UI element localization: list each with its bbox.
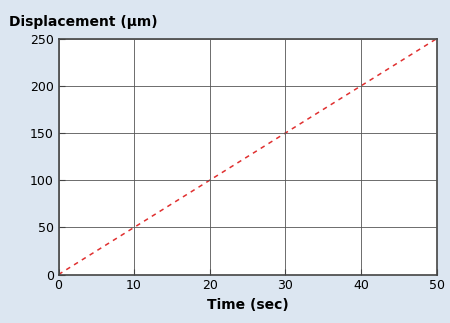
X-axis label: Time (sec): Time (sec) [207, 298, 288, 312]
Text: Displacement (µm): Displacement (µm) [9, 15, 158, 29]
